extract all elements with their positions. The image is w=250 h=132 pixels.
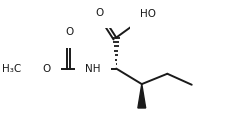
Text: O: O (96, 8, 104, 18)
Text: O: O (66, 27, 74, 37)
Text: O: O (42, 64, 51, 74)
Text: NH: NH (85, 64, 101, 74)
Text: H₃C: H₃C (2, 64, 22, 74)
Polygon shape (138, 84, 146, 108)
Text: HO: HO (140, 9, 156, 19)
